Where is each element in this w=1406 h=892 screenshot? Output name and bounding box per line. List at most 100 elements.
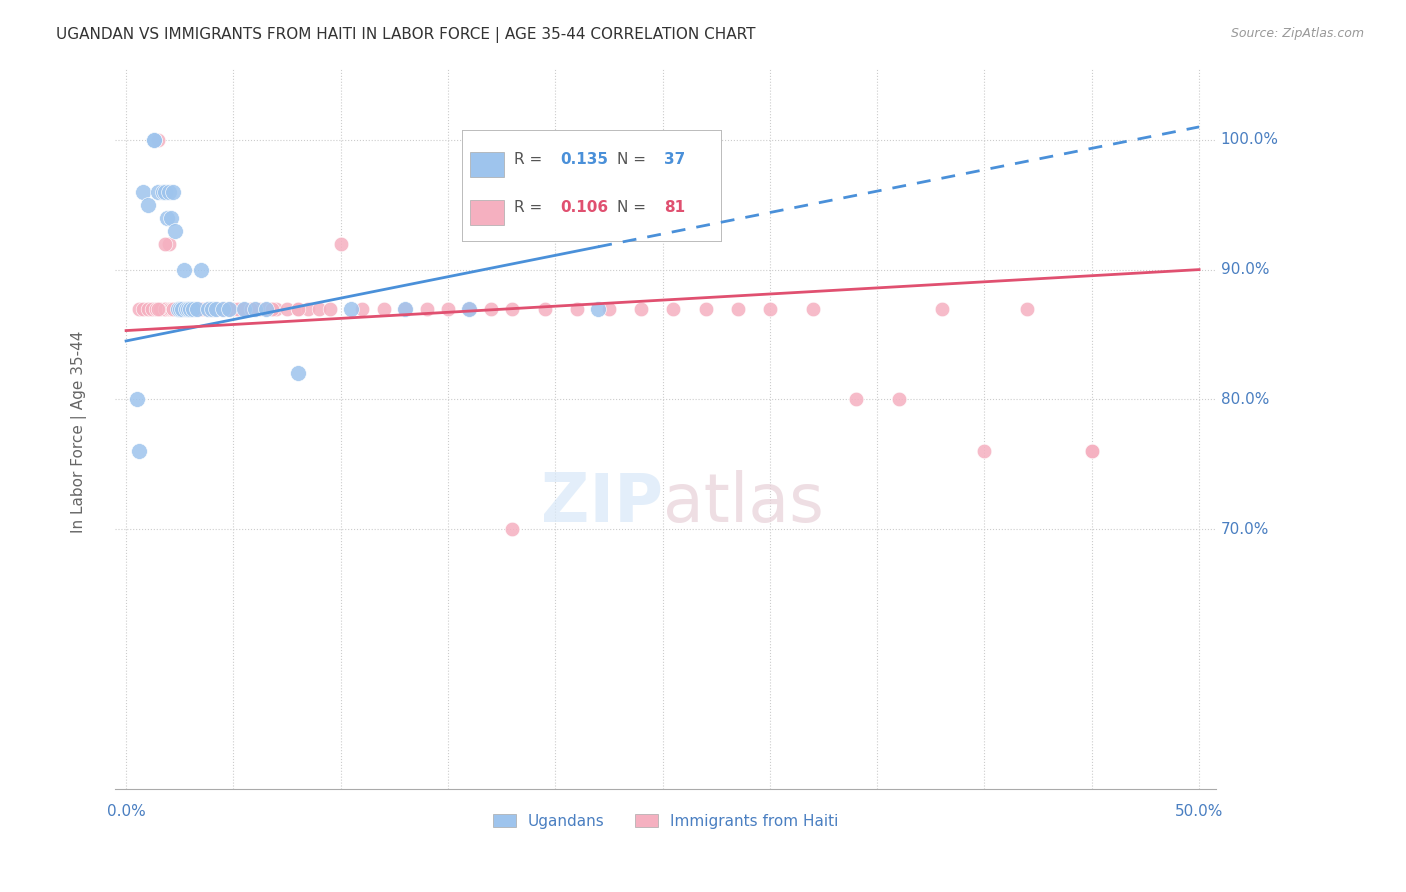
Point xyxy=(239,301,262,316)
Point xyxy=(165,224,187,238)
Point xyxy=(148,185,170,199)
Point xyxy=(197,301,219,316)
Point xyxy=(193,301,215,316)
Point xyxy=(169,301,191,316)
Point xyxy=(458,301,481,316)
Point xyxy=(174,301,197,316)
Text: atlas: atlas xyxy=(662,470,824,536)
Point xyxy=(153,301,176,316)
Point xyxy=(201,301,224,316)
Point xyxy=(266,301,288,316)
Point xyxy=(801,301,824,316)
Text: 70.0%: 70.0% xyxy=(1220,522,1270,537)
Point xyxy=(173,262,195,277)
Point xyxy=(394,301,416,316)
Point xyxy=(160,211,183,225)
Point xyxy=(157,185,180,199)
Point xyxy=(218,301,240,316)
Point xyxy=(165,301,187,316)
Point xyxy=(598,301,620,316)
Point xyxy=(1081,444,1104,458)
Point xyxy=(260,301,283,316)
Point xyxy=(695,301,717,316)
Point xyxy=(394,301,416,316)
Point xyxy=(162,185,184,199)
Point xyxy=(190,262,212,277)
Point xyxy=(190,301,212,316)
Point xyxy=(143,133,166,147)
Point xyxy=(226,301,249,316)
Text: 50.0%: 50.0% xyxy=(1175,804,1223,819)
Point xyxy=(501,301,523,316)
Point xyxy=(149,301,172,316)
Point xyxy=(132,185,155,199)
Point xyxy=(153,185,176,199)
Point xyxy=(254,301,277,316)
Point xyxy=(174,301,197,316)
Point xyxy=(157,236,180,251)
Point xyxy=(211,301,233,316)
Point xyxy=(132,301,155,316)
Point xyxy=(170,301,193,316)
Point xyxy=(565,301,588,316)
Legend: Ugandans, Immigrants from Haiti: Ugandans, Immigrants from Haiti xyxy=(486,807,845,835)
Point xyxy=(662,301,685,316)
Point xyxy=(243,301,266,316)
Point xyxy=(329,236,352,251)
Point xyxy=(260,301,283,316)
Point xyxy=(153,236,176,251)
Point xyxy=(162,301,184,316)
Point xyxy=(128,444,150,458)
Text: Source: ZipAtlas.com: Source: ZipAtlas.com xyxy=(1230,27,1364,40)
Point xyxy=(170,301,193,316)
Point xyxy=(177,301,200,316)
Point xyxy=(179,301,201,316)
Point xyxy=(125,392,148,407)
Text: ZIP: ZIP xyxy=(540,470,662,536)
Point xyxy=(218,301,240,316)
Point xyxy=(136,301,159,316)
Point xyxy=(287,367,309,381)
Point xyxy=(239,301,262,316)
Point xyxy=(243,301,266,316)
Point xyxy=(148,133,170,147)
Point xyxy=(973,444,995,458)
Point xyxy=(533,301,555,316)
Text: In Labor Force | Age 35-44: In Labor Force | Age 35-44 xyxy=(70,331,87,533)
Point xyxy=(205,301,228,316)
Point xyxy=(845,392,868,407)
Point xyxy=(233,301,256,316)
Point xyxy=(156,211,179,225)
Point xyxy=(287,301,309,316)
Point xyxy=(166,301,188,316)
Point xyxy=(458,301,481,316)
Point xyxy=(186,301,208,316)
Point xyxy=(153,301,176,316)
Point xyxy=(373,301,395,316)
Text: 0.0%: 0.0% xyxy=(107,804,145,819)
Point xyxy=(179,301,201,316)
Point xyxy=(501,522,523,536)
Point xyxy=(297,301,319,316)
Text: 80.0%: 80.0% xyxy=(1220,392,1270,407)
Point xyxy=(205,301,228,316)
Point xyxy=(136,198,159,212)
Point xyxy=(128,301,150,316)
Point xyxy=(415,301,437,316)
Point xyxy=(207,301,229,316)
Point xyxy=(197,301,219,316)
Point xyxy=(308,301,330,316)
Text: 100.0%: 100.0% xyxy=(1220,132,1278,147)
Point xyxy=(166,301,188,316)
Point xyxy=(254,301,277,316)
Point xyxy=(174,301,197,316)
Point xyxy=(319,301,342,316)
Point xyxy=(143,133,166,147)
Point xyxy=(218,301,240,316)
Point xyxy=(630,301,652,316)
Point xyxy=(160,301,183,316)
Point xyxy=(247,301,270,316)
Point xyxy=(276,301,298,316)
Point xyxy=(479,301,502,316)
Point xyxy=(157,301,180,316)
